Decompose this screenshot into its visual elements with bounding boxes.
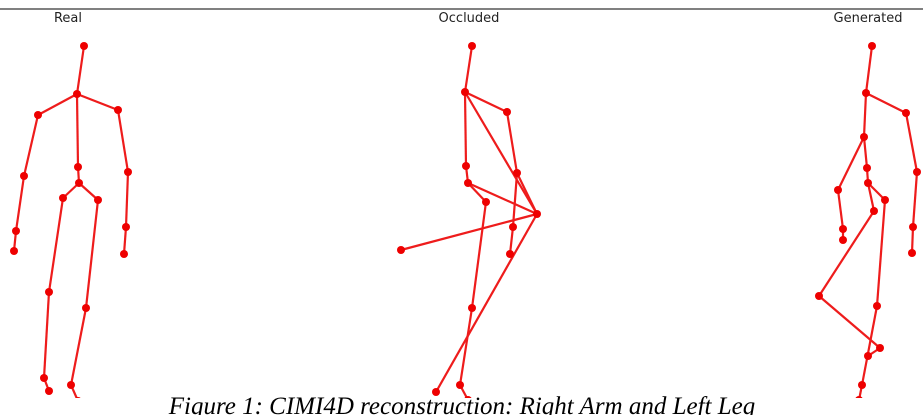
bone: [838, 190, 843, 229]
skeleton-real: [10, 42, 132, 405]
joint: [873, 302, 881, 310]
bone: [77, 46, 84, 94]
joint: [909, 223, 917, 231]
joint: [59, 194, 67, 202]
joint: [45, 387, 53, 395]
joint: [863, 164, 871, 172]
bone: [866, 46, 872, 93]
joint: [34, 111, 42, 119]
joint: [506, 250, 514, 258]
bone: [24, 115, 38, 176]
joint: [12, 227, 20, 235]
figure: Real Occluded Generated Figure 1: CIMI4D…: [0, 0, 923, 415]
bone: [126, 172, 128, 227]
joint: [509, 223, 517, 231]
joint: [860, 133, 868, 141]
bone: [510, 227, 513, 254]
joint: [114, 106, 122, 114]
bone: [16, 176, 24, 231]
joint: [20, 172, 28, 180]
bone: [71, 308, 86, 385]
joint: [461, 88, 469, 96]
joint: [870, 207, 878, 215]
joint: [858, 381, 866, 389]
bone: [436, 214, 537, 392]
bone: [838, 137, 864, 190]
bone: [906, 113, 917, 172]
joint: [908, 249, 916, 257]
joint: [120, 250, 128, 258]
bone: [465, 92, 466, 166]
bone: [864, 93, 866, 137]
bone: [913, 172, 917, 227]
joint: [73, 90, 81, 98]
joint: [868, 42, 876, 50]
bone: [465, 46, 472, 92]
joint: [513, 169, 521, 177]
joint: [82, 304, 90, 312]
bone: [49, 198, 63, 292]
bone: [401, 214, 537, 250]
bone: [517, 173, 537, 214]
bone: [864, 137, 867, 168]
joint: [468, 304, 476, 312]
joint: [876, 344, 884, 352]
joint: [124, 168, 132, 176]
panel-title: Real: [54, 11, 82, 26]
joint: [881, 196, 889, 204]
bone: [862, 306, 877, 385]
bone: [877, 200, 885, 306]
panel-title: Generated: [834, 11, 903, 26]
bone: [38, 94, 77, 115]
joint: [864, 352, 872, 360]
bone: [472, 202, 486, 308]
joint: [902, 109, 910, 117]
joint: [67, 381, 75, 389]
joint: [839, 236, 847, 244]
joint: [74, 163, 82, 171]
joint: [464, 179, 472, 187]
panel-title: Occluded: [439, 11, 500, 26]
joint: [462, 162, 470, 170]
joint: [913, 168, 921, 176]
joint: [834, 186, 842, 194]
joint: [862, 89, 870, 97]
joint: [503, 108, 511, 116]
joint: [45, 288, 53, 296]
bone: [118, 110, 128, 172]
joint: [533, 210, 541, 218]
joint: [10, 247, 18, 255]
bone: [819, 211, 874, 296]
bone: [77, 94, 118, 110]
bone: [866, 93, 906, 113]
joint: [864, 179, 872, 187]
joint: [468, 42, 476, 50]
skeleton-occluded: [397, 42, 541, 404]
joint: [40, 374, 48, 382]
joint: [815, 292, 823, 300]
joint: [397, 246, 405, 254]
joint: [94, 196, 102, 204]
skeleton-generated: [815, 42, 921, 404]
bone: [86, 200, 98, 308]
joint: [482, 198, 490, 206]
bone: [44, 292, 49, 378]
joint: [75, 179, 83, 187]
joint: [456, 381, 464, 389]
caption: Figure 1: CIMI4D reconstruction: Right A…: [168, 393, 756, 415]
bone: [77, 94, 78, 167]
bone: [124, 227, 126, 254]
joint: [839, 225, 847, 233]
joint: [122, 223, 130, 231]
joint: [80, 42, 88, 50]
